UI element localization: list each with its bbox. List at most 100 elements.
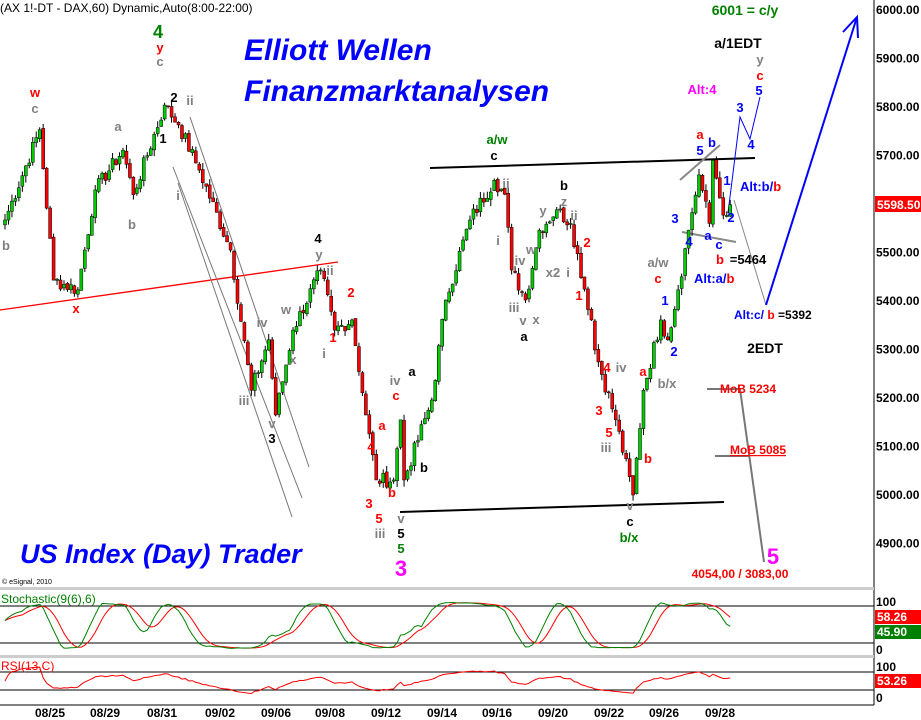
candle-down [128, 163, 132, 178]
candle-up [530, 268, 535, 289]
candle-down [194, 150, 198, 164]
candle-up [37, 129, 42, 140]
candle-up [145, 155, 150, 158]
candle-down [218, 211, 222, 229]
wave-label: 3 [671, 211, 678, 226]
candle-up [440, 318, 444, 347]
candle-down [631, 475, 635, 496]
projected-wave-path [727, 96, 761, 214]
wave-label: y [315, 247, 323, 262]
candle-up [100, 172, 104, 180]
price-tick-label: 5000.00 [876, 488, 920, 502]
candle-up [641, 389, 646, 429]
wave-label: ii [326, 263, 333, 278]
wave-labels: wcbabxcy421iiiiiiivv3wx4yii1i2435iiiaivc… [2, 2, 789, 581]
price-tick-label: 5400.00 [876, 294, 920, 308]
price-tick-label: 5200.00 [876, 391, 920, 405]
candle-up [256, 372, 261, 374]
candle-down [364, 393, 368, 416]
wave-label: 2 [670, 344, 677, 359]
candle-up [669, 327, 673, 342]
candle-up [135, 187, 139, 194]
wave-label: iv [390, 373, 402, 388]
candle-up [62, 284, 66, 289]
date-tick-label: 09/12 [371, 706, 401, 720]
candle-up [725, 215, 729, 217]
date-tick-label: 09/28 [705, 706, 735, 720]
candle-down [72, 285, 77, 294]
candle-down [273, 377, 278, 416]
stoch-k-line [4, 601, 731, 649]
candle-up [280, 381, 285, 393]
candle-up [260, 360, 264, 373]
candle-up [672, 309, 677, 327]
wave-label: 5 [375, 511, 382, 526]
candle-down [371, 432, 375, 456]
candle-up [190, 149, 195, 154]
red-trendline [0, 261, 339, 311]
candle-up [13, 198, 18, 202]
candle-up [464, 228, 469, 241]
candle-down [603, 374, 608, 393]
candle-up [391, 479, 396, 482]
candle-up [558, 208, 562, 211]
wave-label: x [72, 301, 80, 316]
last-price-box [875, 196, 921, 212]
candle-down [360, 372, 365, 394]
wave-label: z [561, 194, 568, 209]
wave-label: ii [570, 208, 577, 223]
candle-down [482, 198, 486, 203]
wave-label: c [715, 237, 722, 252]
candle-down [666, 336, 670, 341]
wave-label: 2EDT [747, 340, 783, 356]
wave-label: 1 [723, 173, 730, 188]
wave-label: 4 [153, 22, 163, 42]
rsi-title: RSI(13,C) [1, 659, 54, 673]
candle-up [478, 197, 483, 213]
candle-up [437, 345, 441, 382]
channel-line [172, 166, 303, 499]
wave-label: 4 [603, 360, 611, 375]
candle-up [537, 229, 542, 249]
stoch-tick-0: 0 [876, 643, 883, 657]
stochastic-panel: Stochastic(9(6),6) 100 0 58.26 45.90 [0, 592, 921, 657]
candle-up [148, 148, 153, 156]
stoch-tick-100: 100 [876, 595, 896, 609]
candle-down [332, 311, 337, 331]
candle-up [350, 319, 354, 327]
candle-down [582, 276, 587, 290]
candle-up [3, 219, 7, 226]
wave-label: b [644, 451, 652, 466]
wave-label: 5 [397, 541, 404, 556]
candle-down [197, 163, 202, 171]
candle-down [221, 227, 226, 237]
channel-line [177, 182, 293, 518]
candle-down [374, 454, 379, 481]
candle-up [117, 156, 122, 165]
wave-label: iv [616, 360, 628, 375]
date-tick-label: 09/14 [427, 706, 457, 720]
candle-down [475, 209, 479, 213]
candle-up [79, 268, 84, 291]
candle-up [339, 324, 344, 327]
candle-down [131, 176, 136, 196]
wave-label: iv [515, 253, 527, 268]
candle-down [367, 414, 372, 435]
candle-up [121, 149, 125, 158]
candle-down [704, 190, 708, 202]
candle-down [353, 318, 358, 347]
wave-label: 3 [595, 403, 602, 418]
wave-label: y [539, 203, 547, 218]
rsi-line [4, 666, 731, 695]
candle-up [443, 299, 448, 321]
candle-up [711, 160, 715, 225]
wave-label: 2 [583, 235, 590, 250]
wave-label: a [704, 228, 712, 243]
wave-label: ii [502, 176, 509, 191]
candle-up [138, 179, 143, 189]
wave-label: 1 [661, 293, 668, 308]
alt-ab-label: Alt:a/b [694, 271, 735, 286]
wave-label: b [716, 252, 724, 267]
candle-up [308, 288, 313, 303]
